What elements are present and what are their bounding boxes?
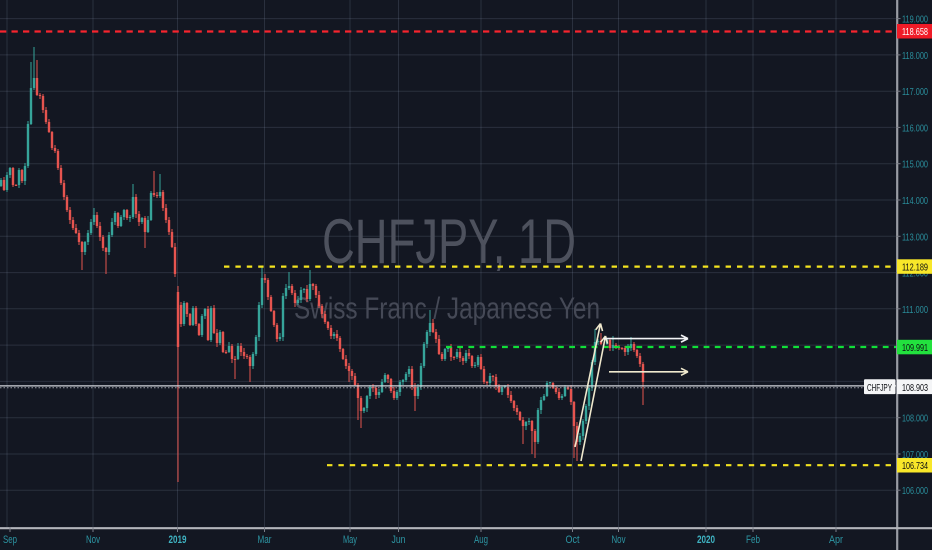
svg-text:111.000: 111.000 bbox=[902, 304, 928, 316]
svg-text:106.734: 106.734 bbox=[902, 460, 928, 472]
svg-text:118.658: 118.658 bbox=[902, 26, 928, 38]
svg-text:117.000: 117.000 bbox=[902, 86, 928, 98]
svg-text:Swiss Franc / Japanese Yen: Swiss Franc / Japanese Yen bbox=[294, 291, 600, 326]
svg-text:108.903: 108.903 bbox=[902, 382, 928, 394]
svg-text:Mar: Mar bbox=[258, 534, 272, 546]
svg-text:Oct: Oct bbox=[566, 534, 580, 546]
svg-text:114.000: 114.000 bbox=[902, 195, 928, 207]
svg-text:Nov: Nov bbox=[612, 534, 626, 546]
svg-text:2019: 2019 bbox=[169, 534, 187, 546]
svg-text:Feb: Feb bbox=[746, 534, 760, 546]
svg-text:Sep: Sep bbox=[3, 534, 17, 546]
svg-text:Apr: Apr bbox=[829, 534, 843, 546]
svg-text:116.000: 116.000 bbox=[902, 122, 928, 134]
svg-text:108.000: 108.000 bbox=[902, 413, 928, 425]
svg-text:Aug: Aug bbox=[474, 534, 488, 546]
svg-text:112.189: 112.189 bbox=[902, 262, 928, 274]
svg-text:106.000: 106.000 bbox=[902, 485, 928, 497]
svg-text:CHFJPY: CHFJPY bbox=[867, 382, 892, 394]
svg-text:May: May bbox=[343, 534, 357, 546]
svg-text:115.000: 115.000 bbox=[902, 159, 928, 171]
svg-text:CHFJPY, 1D: CHFJPY, 1D bbox=[322, 207, 576, 277]
svg-text:113.000: 113.000 bbox=[902, 231, 928, 243]
svg-text:109.991: 109.991 bbox=[902, 342, 928, 354]
svg-text:119.000: 119.000 bbox=[902, 14, 928, 26]
svg-text:Jun: Jun bbox=[392, 534, 406, 546]
svg-text:118.000: 118.000 bbox=[902, 50, 928, 62]
svg-text:2020: 2020 bbox=[697, 534, 715, 546]
svg-text:Nov: Nov bbox=[86, 534, 100, 546]
